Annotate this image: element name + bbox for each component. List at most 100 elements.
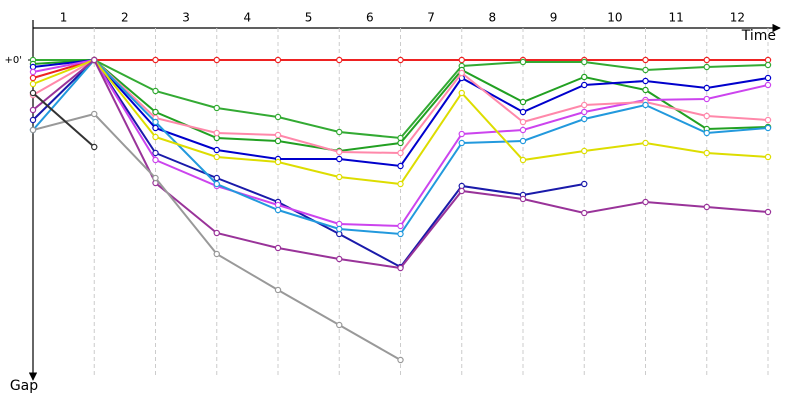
lap-label: 5 [305,11,313,25]
point [764,153,772,161]
point [274,137,282,145]
point [213,180,220,188]
point [519,137,527,145]
point [336,225,343,233]
point [581,81,588,89]
series-line [32,92,95,148]
point [642,198,649,206]
point [458,187,465,195]
point [274,206,282,214]
point [213,146,220,154]
point [274,131,282,139]
point [642,86,649,94]
lap-label: 10 [607,11,622,25]
point [336,56,343,64]
point [458,139,465,147]
point [581,73,588,81]
lap-label: 9 [550,11,558,25]
point [274,286,282,294]
point [642,101,649,109]
point [642,77,649,85]
point [397,230,404,238]
point [397,149,404,157]
point [642,56,649,64]
point [152,149,159,157]
point [152,156,159,164]
point [397,264,404,272]
lap-label: 2 [121,11,129,25]
point [581,147,588,155]
point [213,104,220,112]
point [152,133,159,141]
point [29,126,37,134]
point [336,148,343,156]
point [213,250,220,258]
point [152,118,159,126]
point [581,180,588,188]
point [29,74,37,82]
point [764,74,772,82]
lap-label: 8 [489,11,497,25]
point [213,129,220,137]
point [397,180,404,188]
y-tick-label: +0' [5,55,23,66]
point [703,63,710,71]
point [764,208,772,216]
point [458,130,465,138]
point [29,89,37,97]
point [581,108,588,116]
point [581,101,588,109]
point [152,174,159,182]
point [91,143,98,151]
point [703,149,710,157]
lap-label: 11 [668,11,683,25]
point [336,155,343,163]
point [581,115,588,123]
point [213,229,220,237]
point [29,68,37,76]
point [213,56,220,64]
point [458,56,465,64]
point [152,56,159,64]
point [764,116,772,124]
point [213,153,220,161]
point [764,124,772,132]
point [581,209,588,217]
point [29,80,37,88]
point [336,128,343,136]
lap-label: 1 [60,11,68,25]
point [152,124,159,132]
point [336,255,343,263]
lap-label: 6 [366,11,374,25]
point [397,356,404,364]
point [519,98,527,106]
point [703,112,710,120]
point [519,58,527,66]
point [336,321,343,329]
point [642,139,649,147]
point [581,58,588,66]
point [397,139,404,147]
series-line [32,58,585,269]
point [519,108,527,116]
point [29,106,37,114]
lap-label: 7 [427,11,435,25]
point [458,89,465,97]
point [703,203,710,211]
lap-label: 3 [182,11,190,25]
point [152,108,159,116]
lap-label: 4 [244,11,252,25]
point [91,110,98,118]
point [397,222,404,230]
point [274,244,282,252]
point [274,113,282,121]
point [519,118,527,126]
point [642,66,649,74]
point [703,56,710,64]
point [397,56,404,64]
lap-label: 12 [730,11,745,25]
point [458,69,465,77]
point [274,56,282,64]
point [703,84,710,92]
